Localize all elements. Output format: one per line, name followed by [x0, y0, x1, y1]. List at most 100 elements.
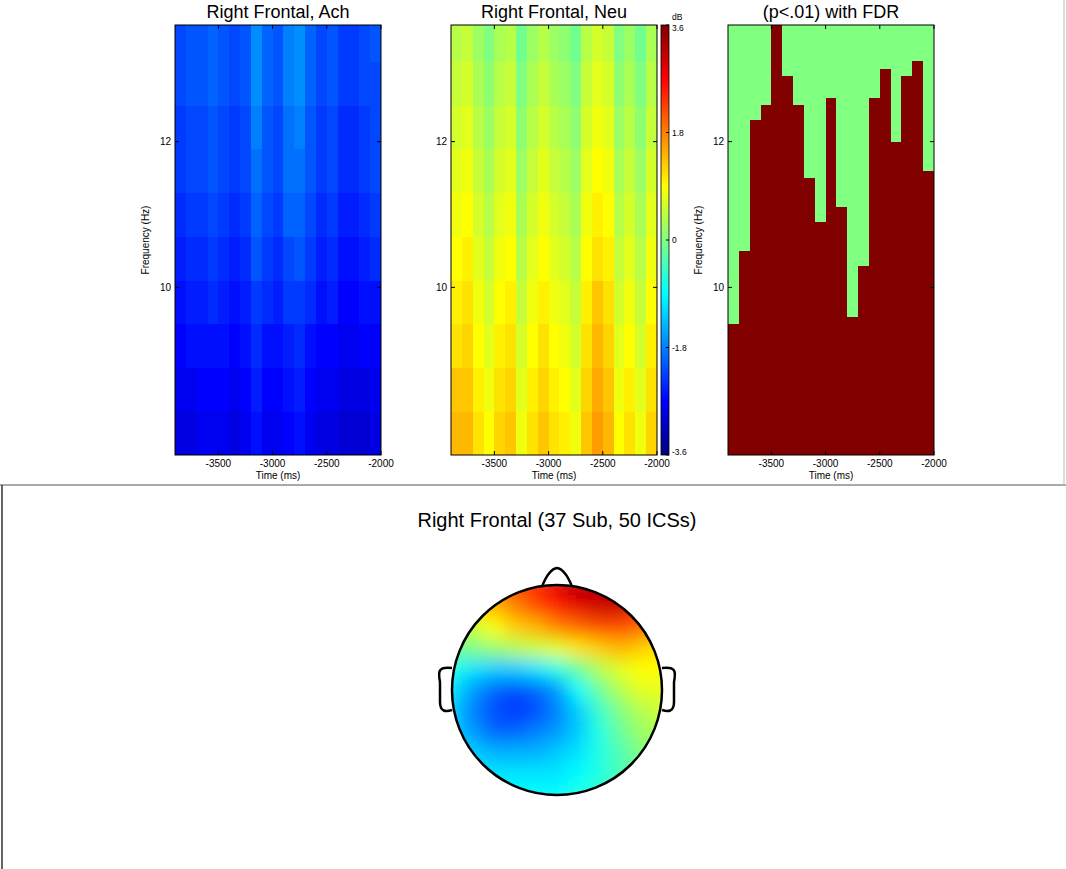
heatmap-cell: [570, 324, 581, 368]
heatmap-cell: [505, 411, 516, 455]
heatmap-cell: [370, 236, 381, 280]
heatmap-cell: [338, 324, 349, 368]
heatmap-cell: [624, 193, 635, 237]
heatmap-cell: [516, 149, 527, 193]
x-tick-label: -3000: [536, 458, 562, 469]
scalp-cell: [652, 743, 674, 765]
heatmap-cell: [273, 149, 284, 193]
heatmap-cell: [186, 149, 197, 193]
heatmap-cell: [273, 61, 284, 105]
heatmap-cell: [316, 236, 327, 280]
heatmap-cell: [208, 324, 219, 368]
scalp-cell: [610, 722, 632, 744]
heatmap-cell: [484, 25, 495, 62]
panel-title: (p<.01) with FDR: [763, 2, 900, 22]
heatmap-cell: [273, 105, 284, 149]
heatmap-cell: [646, 236, 657, 280]
heatmap-cell: [251, 236, 262, 280]
heatmap-cell: [370, 193, 381, 237]
y-axis-title: Frequency (Hz): [693, 206, 704, 275]
not-significant-region: [891, 25, 902, 142]
heatmap-cell: [229, 149, 240, 193]
heatmap-cell: [175, 61, 186, 105]
heatmap-cell: [549, 25, 560, 62]
heatmap-cell: [462, 193, 473, 237]
scalp-cell: [568, 638, 590, 660]
heatmap-cell: [451, 61, 462, 105]
heatmap-cell: [484, 149, 495, 193]
ear: [439, 668, 452, 711]
heatmap-cell: [484, 236, 495, 280]
topomap: Right Frontal (37 Sub, 50 ICSs): [417, 509, 696, 806]
heatmap-cell: [294, 105, 305, 149]
heatmap-cell: [462, 280, 473, 324]
scalp-cell: [463, 701, 485, 723]
x-tick: [548, 451, 549, 455]
heatmap-cell: [186, 25, 197, 62]
x-tick: [879, 451, 880, 455]
ear: [662, 668, 675, 711]
scalp-cell: [547, 596, 569, 618]
plot-frame: [728, 25, 934, 455]
scalp-cell: [463, 596, 485, 618]
heatmap-cell: [262, 193, 273, 237]
scalp-cell: [484, 659, 506, 681]
heatmap-cell: [359, 25, 370, 62]
heatmap-cell: [251, 193, 262, 237]
scalp-cell: [589, 680, 611, 702]
heatmap-cell: [646, 411, 657, 455]
x-tick: [934, 25, 935, 29]
x-tick-label: -2500: [590, 458, 616, 469]
scalp-cell: [589, 638, 611, 660]
heatmap-cell: [273, 236, 284, 280]
scalp-cell: [610, 659, 632, 681]
significant-region: [869, 98, 880, 455]
heatmap-cell: [635, 105, 646, 149]
scalp-cell: [652, 617, 674, 639]
heatmap-cell: [614, 105, 625, 149]
heatmap-cell: [316, 368, 327, 412]
heatmap-cell: [614, 280, 625, 324]
plot-area: [451, 25, 657, 455]
heatmap-cell: [538, 105, 549, 149]
heatmap-cell: [549, 149, 560, 193]
heatmap-cell: [175, 324, 186, 368]
heatmap-cell: [338, 280, 349, 324]
heatmap-cell: [273, 368, 284, 412]
heatmap-cell: [635, 25, 646, 62]
heatmap-cell: [505, 368, 516, 412]
heatmap-cell: [283, 25, 294, 62]
heatmap-cell: [559, 368, 570, 412]
heatmap-cell: [624, 105, 635, 149]
heatmap-cell: [494, 236, 505, 280]
heatmap-cell: [516, 25, 527, 62]
x-tick: [272, 25, 273, 29]
scalp-cell: [505, 743, 527, 765]
heatmap-cell: [186, 368, 197, 412]
heatmap-cell: [451, 25, 462, 62]
scalp-cell: [547, 617, 569, 639]
heatmap-cell: [327, 61, 338, 105]
heatmap-cell: [494, 193, 505, 237]
heatmap-cell: [603, 149, 614, 193]
heatmap-cell: [635, 280, 646, 324]
heatmap-cell: [484, 368, 495, 412]
scalp-cell: [610, 743, 632, 765]
not-significant-region: [804, 25, 815, 178]
heatmap-cell: [327, 149, 338, 193]
panel: -3500-3000-2500-2000Time (ms)1012Right F…: [436, 2, 687, 481]
heatmap-cell: [197, 236, 208, 280]
heatmap-cell: [484, 105, 495, 149]
heatmap-cell: [262, 411, 273, 455]
y-tick: [930, 141, 934, 142]
x-tick: [934, 451, 935, 455]
not-significant-region: [728, 25, 739, 324]
x-tick: [494, 451, 495, 455]
heatmap-cell: [348, 368, 359, 412]
heatmap-cell: [327, 236, 338, 280]
scalp-cell: [484, 575, 506, 597]
significant-region: [771, 25, 782, 455]
section-divider: [0, 485, 1066, 486]
scalp-cell: [568, 617, 590, 639]
scalp-cell: [652, 764, 674, 786]
